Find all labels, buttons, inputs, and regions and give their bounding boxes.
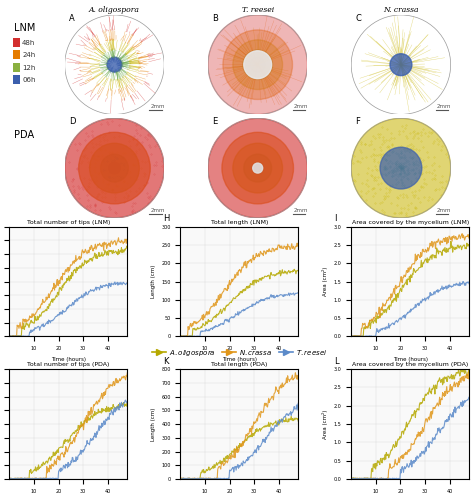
Legend: $\it{A. oligospora}$, $\it{N. crassa}$, $\it{T. reesei}$: $\it{A. oligospora}$, $\it{N. crassa}$, …: [149, 345, 329, 361]
Text: C: C: [355, 14, 361, 23]
Circle shape: [208, 15, 308, 114]
Y-axis label: Area (cm²): Area (cm²): [322, 409, 328, 439]
Circle shape: [351, 118, 451, 218]
Circle shape: [100, 154, 128, 182]
Text: 2mm: 2mm: [293, 104, 308, 109]
Circle shape: [243, 50, 273, 80]
Circle shape: [244, 154, 272, 182]
Circle shape: [390, 54, 412, 76]
Circle shape: [223, 30, 292, 99]
Circle shape: [380, 147, 422, 189]
Circle shape: [107, 57, 122, 72]
Text: 2mm: 2mm: [437, 104, 451, 109]
Title: T. reesei: T. reesei: [242, 6, 274, 14]
Y-axis label: Length (cm): Length (cm): [151, 407, 156, 441]
Text: E: E: [212, 117, 217, 126]
Circle shape: [252, 162, 264, 174]
Text: 2mm: 2mm: [437, 208, 451, 213]
Text: F: F: [355, 117, 360, 126]
Text: 06h: 06h: [22, 77, 36, 83]
Circle shape: [233, 40, 283, 89]
Text: B: B: [212, 14, 218, 23]
Title: N. crassa: N. crassa: [383, 6, 419, 14]
Text: I: I: [334, 214, 336, 223]
Text: PDA: PDA: [14, 130, 34, 140]
Circle shape: [250, 57, 265, 72]
Text: LNM: LNM: [14, 23, 36, 33]
Y-axis label: Length (cm): Length (cm): [151, 265, 156, 298]
Circle shape: [233, 143, 283, 193]
X-axis label: Time (hours): Time (hours): [51, 357, 86, 362]
Text: L: L: [334, 357, 338, 366]
Circle shape: [208, 118, 308, 218]
Title: Total length (PDA): Total length (PDA): [211, 362, 267, 367]
X-axis label: Time (hours): Time (hours): [393, 357, 428, 362]
Circle shape: [253, 163, 263, 173]
Text: 2mm: 2mm: [150, 208, 165, 213]
Text: 2mm: 2mm: [293, 208, 308, 213]
X-axis label: Time (hours): Time (hours): [222, 357, 257, 362]
Text: H: H: [163, 214, 169, 223]
Y-axis label: Area (cm²): Area (cm²): [322, 267, 328, 296]
Title: Area covered by the mycelium (LNM): Area covered by the mycelium (LNM): [352, 220, 469, 225]
Circle shape: [79, 132, 150, 204]
Title: Area covered by the mycelium (PDA): Area covered by the mycelium (PDA): [352, 362, 468, 367]
Text: A: A: [69, 14, 74, 23]
Title: Total number of tips (PDA): Total number of tips (PDA): [27, 362, 109, 367]
Text: 24h: 24h: [22, 52, 36, 58]
Circle shape: [65, 118, 164, 218]
Circle shape: [109, 162, 120, 174]
Text: K: K: [163, 357, 168, 366]
FancyBboxPatch shape: [13, 38, 20, 47]
Circle shape: [90, 143, 139, 193]
Text: 48h: 48h: [22, 40, 36, 46]
Circle shape: [244, 51, 272, 79]
Text: D: D: [69, 117, 75, 126]
FancyBboxPatch shape: [13, 75, 20, 84]
Title: Total length (LNM): Total length (LNM): [210, 220, 268, 225]
Text: 2mm: 2mm: [150, 104, 165, 109]
FancyBboxPatch shape: [13, 50, 20, 59]
Title: Total number of tips (LNM): Total number of tips (LNM): [27, 220, 110, 225]
Circle shape: [222, 132, 293, 204]
FancyBboxPatch shape: [13, 63, 20, 72]
Text: 12h: 12h: [22, 65, 36, 71]
Title: A. oligospora: A. oligospora: [89, 6, 140, 14]
